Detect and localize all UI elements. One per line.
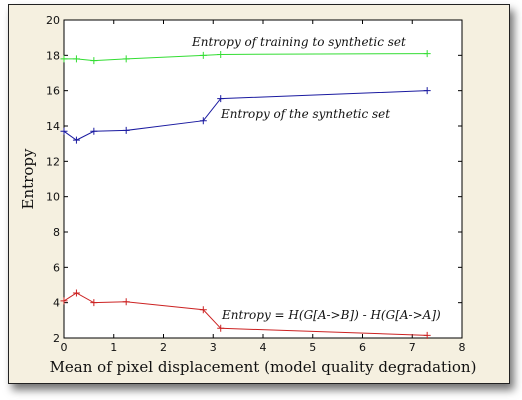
y-tick-label: 4 bbox=[53, 297, 60, 310]
series-1-point bbox=[72, 55, 80, 63]
x-tick-label: 6 bbox=[359, 341, 366, 354]
series-2-point bbox=[423, 87, 431, 95]
x-tick-label: 0 bbox=[61, 341, 68, 354]
series-3-point bbox=[90, 299, 98, 307]
series-2-point bbox=[199, 117, 207, 125]
series-1-point bbox=[122, 55, 130, 63]
series-3-point bbox=[199, 306, 207, 314]
series-2-point bbox=[122, 126, 130, 134]
series-3-point bbox=[423, 331, 431, 339]
series-1-annotation: Entropy of training to synthetic set bbox=[191, 35, 406, 49]
y-tick-label: 2 bbox=[53, 332, 60, 345]
series-2-point bbox=[72, 136, 80, 144]
series-2-annotation: Entropy of the synthetic set bbox=[220, 107, 390, 121]
x-axis-label: Mean of pixel displacement (model qualit… bbox=[50, 358, 477, 376]
series-1-point bbox=[199, 51, 207, 59]
x-tick-label: 5 bbox=[309, 341, 316, 354]
series-2-point bbox=[90, 127, 98, 135]
y-tick-label: 6 bbox=[53, 261, 60, 274]
series-1-point bbox=[423, 50, 431, 58]
y-axis-label: Entropy bbox=[19, 148, 37, 209]
series-1-point bbox=[60, 55, 68, 63]
series-3-annotation: Entropy = H(G[A->B]) - H(G[A->A]) bbox=[221, 308, 441, 322]
series-3-point bbox=[72, 289, 80, 297]
series-2-point bbox=[217, 95, 225, 103]
x-tick-label: 8 bbox=[459, 341, 466, 354]
series-1-point bbox=[217, 50, 225, 58]
series-3-point bbox=[122, 298, 130, 306]
y-tick-label: 18 bbox=[46, 49, 60, 62]
y-tick-label: 20 bbox=[46, 14, 60, 27]
y-tick-label: 8 bbox=[53, 226, 60, 239]
series-2-point bbox=[60, 127, 68, 135]
x-tick-label: 4 bbox=[260, 341, 267, 354]
y-tick-label: 16 bbox=[46, 85, 60, 98]
x-tick-label: 7 bbox=[409, 341, 416, 354]
x-tick-label: 1 bbox=[110, 341, 117, 354]
y-tick-label: 12 bbox=[46, 155, 60, 168]
series-3-point bbox=[217, 324, 225, 332]
series-3-point bbox=[60, 297, 68, 305]
series-1-point bbox=[90, 57, 98, 65]
y-tick-label: 14 bbox=[46, 120, 60, 133]
y-tick-label: 10 bbox=[46, 191, 60, 204]
x-tick-label: 3 bbox=[210, 341, 217, 354]
x-tick-label: 2 bbox=[160, 341, 167, 354]
plot-area bbox=[63, 19, 463, 339]
